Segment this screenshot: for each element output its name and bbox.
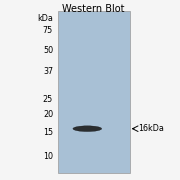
Text: 75: 75 [43, 26, 53, 35]
Ellipse shape [73, 126, 102, 132]
Text: 37: 37 [43, 68, 53, 76]
Text: Western Blot: Western Blot [62, 4, 125, 15]
Bar [58, 11, 130, 173]
Text: 16kDa: 16kDa [138, 124, 164, 133]
Text: 20: 20 [43, 110, 53, 119]
Text: 25: 25 [43, 95, 53, 104]
Text: 10: 10 [43, 152, 53, 161]
Text: 15: 15 [43, 128, 53, 137]
Text: kDa: kDa [37, 14, 53, 23]
Text: 50: 50 [43, 46, 53, 55]
